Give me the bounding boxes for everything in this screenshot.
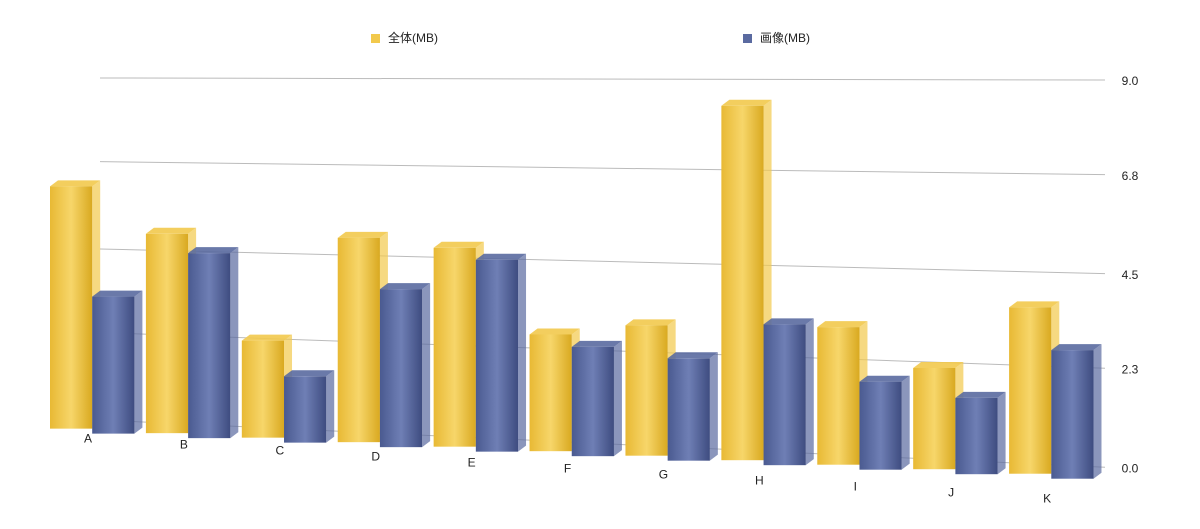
y-tick-label: 0.0 <box>1122 461 1139 475</box>
bar-top <box>337 231 388 238</box>
x-tick-label: B <box>180 438 188 452</box>
legend-swatch <box>371 34 380 43</box>
y-tick-label: 2.3 <box>1122 362 1139 376</box>
bar <box>241 340 285 438</box>
bar <box>625 325 668 456</box>
y-tick-label: 4.5 <box>1122 268 1139 282</box>
bar <box>817 327 860 465</box>
x-tick-label: H <box>755 474 764 488</box>
grid-line <box>99 248 1106 275</box>
x-tick-label: C <box>275 444 284 458</box>
bar-top <box>241 334 293 341</box>
bar-top <box>625 319 676 326</box>
bar-top <box>188 247 239 254</box>
bar <box>92 296 135 434</box>
bar-top <box>667 352 718 359</box>
x-tick-label: D <box>371 450 380 464</box>
x-tick-label: J <box>948 486 954 500</box>
bar-top <box>859 375 910 382</box>
bar <box>667 358 710 461</box>
bar-side <box>1093 344 1102 479</box>
x-tick-label: I <box>854 480 857 494</box>
bar <box>721 105 764 461</box>
bar-top <box>1009 301 1060 308</box>
legend-label: 全体(MB) <box>388 30 438 45</box>
bar <box>859 381 902 470</box>
bar-side <box>997 391 1006 475</box>
bar-side <box>805 318 814 466</box>
bar-top <box>50 180 101 187</box>
bar <box>50 186 93 429</box>
bar-side <box>134 290 143 434</box>
bar-top <box>817 321 868 328</box>
bar <box>571 346 614 457</box>
legend-swatch <box>743 34 752 43</box>
bar-side <box>613 340 622 457</box>
bar <box>337 237 380 443</box>
bar-side <box>709 352 718 461</box>
bar-top <box>433 241 484 248</box>
bar <box>1051 350 1094 479</box>
bar <box>284 376 327 443</box>
grid-line <box>99 77 1106 81</box>
bar-top <box>475 253 527 260</box>
x-tick-label: E <box>468 456 476 470</box>
x-tick-label: A <box>84 432 92 446</box>
bar-top <box>145 227 197 234</box>
bar-top <box>763 318 814 325</box>
x-tick-label: K <box>1043 492 1051 506</box>
x-tick-label: F <box>564 462 571 476</box>
bar <box>529 334 572 452</box>
bar <box>145 233 189 434</box>
bar <box>955 397 998 475</box>
bar-top <box>571 340 622 347</box>
bar <box>1009 307 1052 474</box>
bar <box>379 289 423 448</box>
bar-top <box>913 361 964 368</box>
y-tick-label: 6.8 <box>1122 169 1139 183</box>
bar-top <box>721 99 772 106</box>
legend-label: 画像(MB) <box>760 31 810 45</box>
bar <box>913 367 956 470</box>
x-tick-label: G <box>659 468 668 482</box>
bar-side <box>326 370 335 443</box>
grid-line <box>99 161 1106 176</box>
bar-side <box>422 283 431 448</box>
bar-side <box>901 375 910 470</box>
bar <box>475 259 519 452</box>
y-tick-label: 9.0 <box>1122 74 1139 88</box>
bar-top <box>1051 344 1102 351</box>
bar-top <box>284 370 335 377</box>
bar <box>188 253 231 439</box>
bar-side <box>518 253 527 452</box>
bar-top <box>92 290 143 297</box>
bar-top <box>379 283 431 290</box>
bar-top <box>529 328 580 335</box>
bar <box>763 324 806 466</box>
bar <box>433 247 476 447</box>
bar-top <box>955 391 1006 398</box>
bar-side <box>230 247 239 439</box>
